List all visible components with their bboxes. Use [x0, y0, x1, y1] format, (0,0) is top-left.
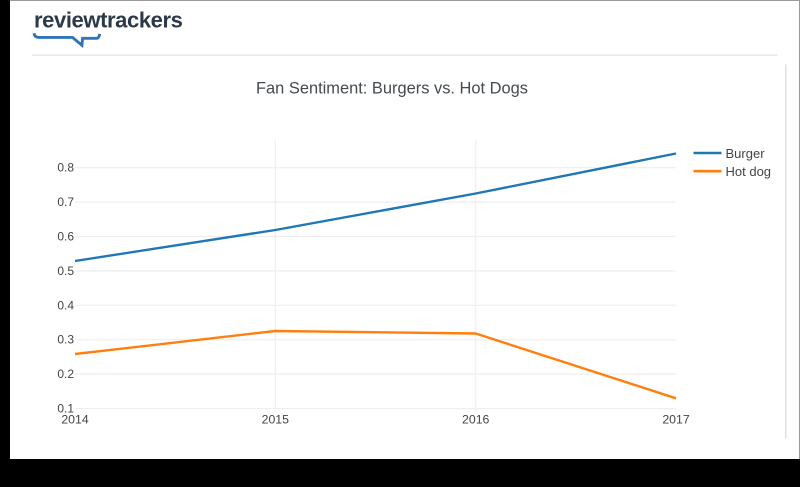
svg-text:2017: 2017 — [662, 412, 690, 426]
svg-text:2016: 2016 — [462, 412, 490, 426]
svg-text:0.4: 0.4 — [57, 298, 74, 312]
svg-text:0.5: 0.5 — [57, 264, 74, 278]
svg-text:Fan Sentiment: Burgers vs. Hot: Fan Sentiment: Burgers vs. Hot Dogs — [256, 78, 528, 97]
svg-text:0.8: 0.8 — [57, 161, 74, 175]
svg-text:2015: 2015 — [262, 412, 290, 426]
svg-text:0.7: 0.7 — [57, 195, 74, 209]
svg-text:0.6: 0.6 — [57, 230, 74, 244]
svg-text:Burger: Burger — [726, 146, 766, 161]
svg-text:0.2: 0.2 — [57, 367, 74, 381]
svg-text:2014: 2014 — [61, 412, 89, 426]
svg-text:Hot dog: Hot dog — [726, 164, 772, 179]
svg-text:reviewtrackers: reviewtrackers — [34, 8, 183, 33]
svg-text:0.3: 0.3 — [57, 333, 74, 347]
svg-text:0.1: 0.1 — [57, 402, 74, 416]
